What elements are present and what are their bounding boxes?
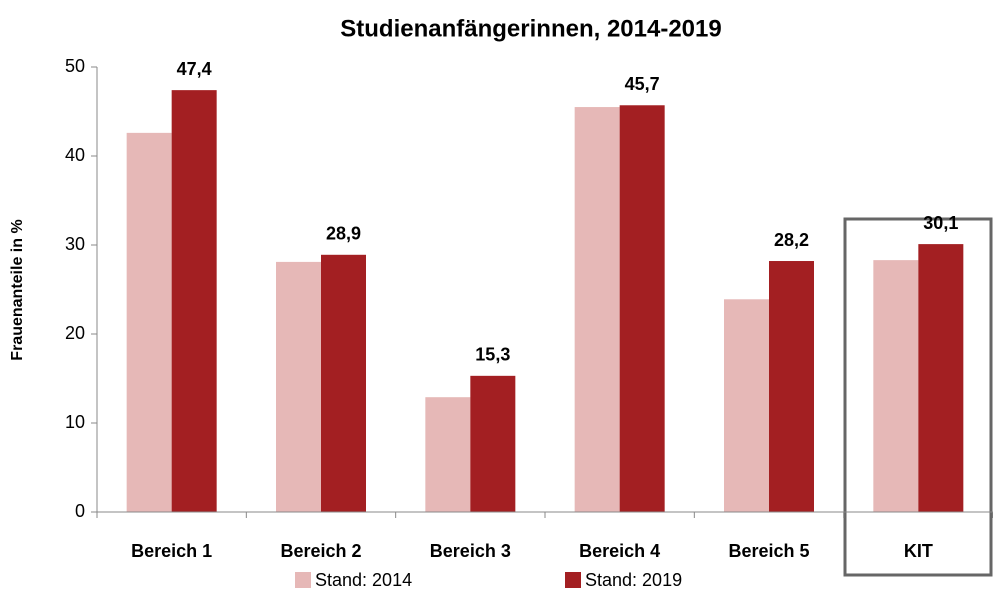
legend-label: Stand: 2019: [585, 570, 682, 590]
bar: [873, 260, 919, 512]
highlight-box: [843, 217, 993, 577]
y-axis-title: Frauenanteile in %: [9, 219, 26, 360]
y-tick-label: 40: [65, 145, 85, 165]
data-label: 30,1: [923, 213, 958, 233]
data-label: 28,9: [326, 224, 361, 244]
data-label: 45,7: [625, 74, 660, 94]
bar: [724, 299, 769, 512]
y-tick-label: 10: [65, 412, 85, 432]
bar: [918, 244, 964, 513]
data-label: 47,4: [177, 59, 212, 79]
x-tick-label: KIT: [904, 541, 933, 561]
legend-swatch: [565, 572, 581, 588]
data-label: 28,2: [774, 230, 809, 250]
y-tick-label: 0: [75, 501, 85, 521]
bar: [574, 107, 620, 513]
chart-title: Studienanfängerinnen, 2014-2019: [340, 15, 721, 42]
bar: [470, 375, 516, 512]
x-tick-label: Bereich 2: [280, 541, 361, 561]
y-tick-label: 50: [65, 56, 85, 76]
x-tick-label: Bereich 4: [579, 541, 660, 561]
bar: [769, 261, 814, 512]
bar: [276, 261, 321, 512]
legend-label: Stand: 2014: [315, 570, 412, 590]
legend-swatch: [295, 572, 311, 588]
y-tick-label: 20: [65, 323, 85, 343]
bar: [126, 132, 172, 513]
x-tick-label: Bereich 1: [131, 541, 212, 561]
x-tick-label: Bereich 5: [728, 541, 809, 561]
bar: [171, 90, 217, 512]
data-label: 15,3: [475, 345, 510, 365]
bar: [321, 254, 366, 513]
bar: [425, 397, 471, 512]
y-tick-label: 30: [65, 234, 85, 254]
x-tick-label: Bereich 3: [430, 541, 511, 561]
bar: [619, 105, 665, 513]
